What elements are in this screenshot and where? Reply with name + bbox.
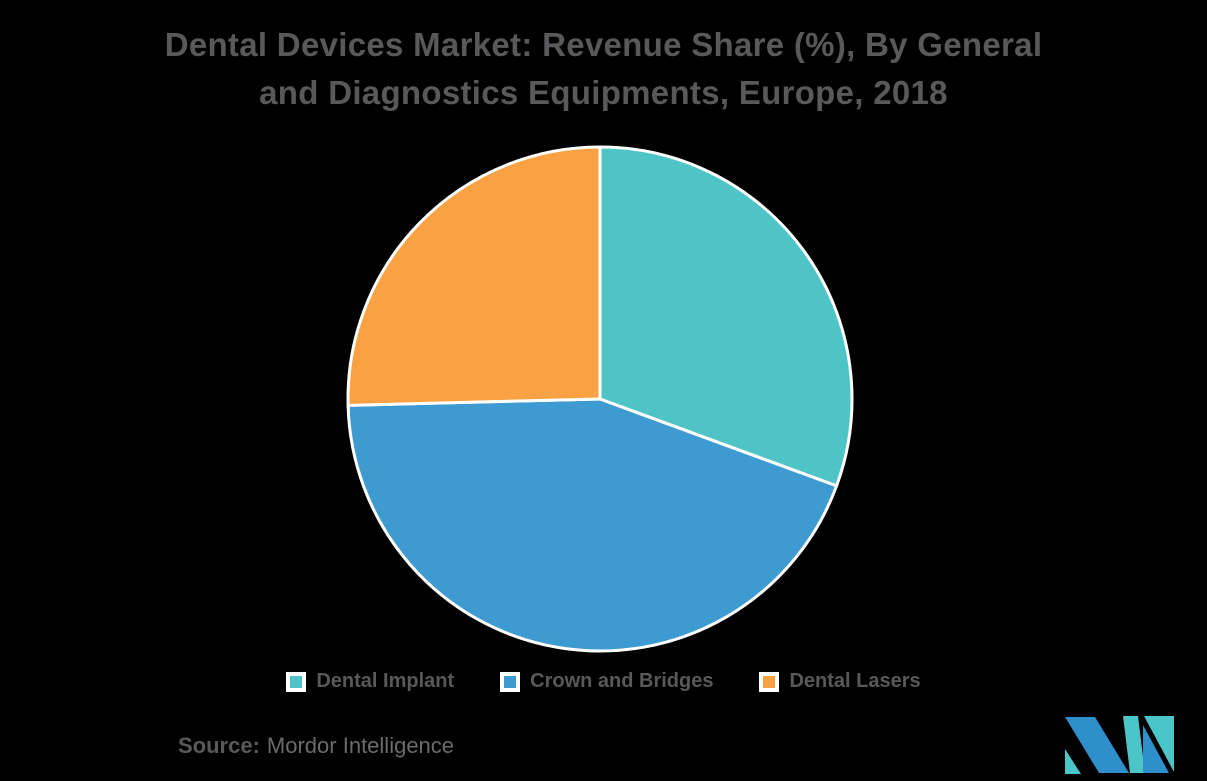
- legend-label-crown-and-bridges: Crown and Bridges: [530, 670, 714, 692]
- pie-slice-dental-lasers: [346, 145, 602, 407]
- legend: Dental Implant Crown and Bridges Dental La…: [0, 670, 1207, 693]
- legend-item-crown-and-bridges: Crown and Bridges: [500, 670, 713, 693]
- legend-marker-dental-lasers: [759, 671, 780, 692]
- logo-teal-right-triangle: [1144, 716, 1174, 772]
- pie-slices: [346, 145, 854, 653]
- pie-slice-crown-and-bridges: [346, 397, 839, 653]
- chart-title: Dental Devices Market: Revenue Share (%)…: [0, 21, 1207, 117]
- source-name: Mordor Intelligence: [266, 733, 455, 758]
- legend-marker-dental-implant: [286, 671, 307, 692]
- logo-blue-parallelogram: [1065, 717, 1129, 773]
- logo-blue-right-triangle: [1143, 725, 1169, 773]
- mordor-intelligence-logo: [1065, 716, 1174, 774]
- legend-swatch-icon: [763, 675, 776, 688]
- logo-teal-corner-triangle: [1065, 749, 1081, 774]
- pie-slice-dental-implant: [598, 145, 854, 488]
- legend-marker-crown-and-bridges: [500, 671, 521, 692]
- logo-teal-mid-strip: [1123, 716, 1145, 773]
- legend-swatch-icon: [290, 675, 303, 688]
- legend-item-dental-lasers: Dental Lasers: [759, 670, 921, 693]
- chart-title-line1: Dental Devices Market: Revenue Share (%)…: [164, 26, 1043, 63]
- source-line: Source: Mordor Intelligence: [178, 733, 454, 759]
- chart-title-line2: and Diagnostics Equipments, Europe, 2018: [259, 74, 948, 111]
- source-label: Source:: [178, 733, 260, 758]
- legend-item-dental-implant: Dental Implant: [286, 670, 454, 693]
- legend-label-dental-implant: Dental Implant: [316, 670, 455, 692]
- legend-label-dental-lasers: Dental Lasers: [789, 670, 921, 692]
- legend-swatch-icon: [504, 675, 517, 688]
